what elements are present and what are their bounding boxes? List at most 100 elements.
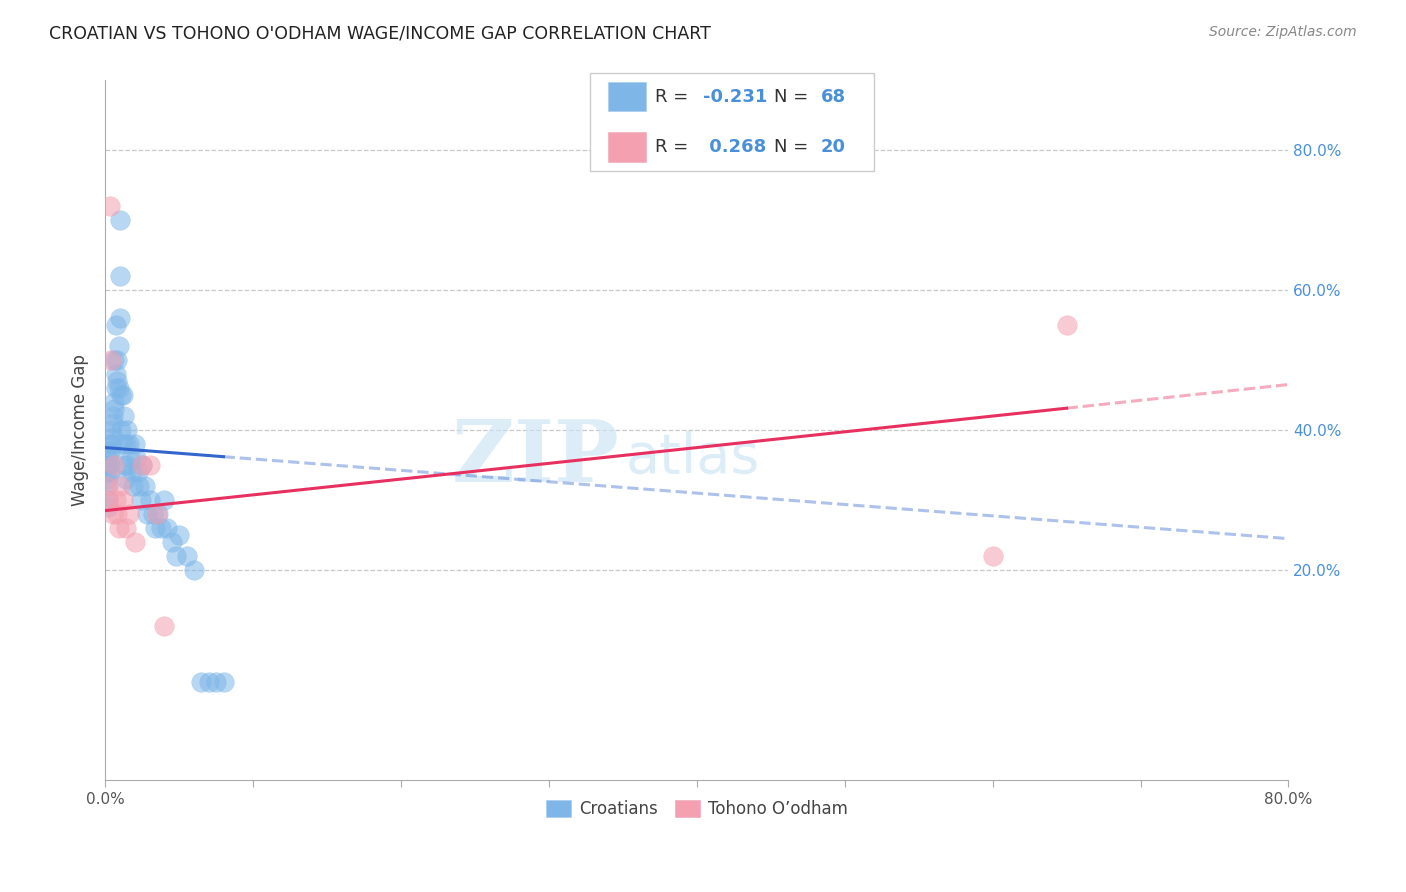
Point [111,493,134,508]
Text: -0.231: -0.231 [703,87,768,105]
Point [110,388,132,402]
Point [120,451,142,466]
Point [111,437,134,451]
Point [101,507,124,521]
Point [197,675,219,690]
Point [98,444,121,458]
Point [129,493,152,508]
FancyBboxPatch shape [607,82,645,112]
Point [100,444,122,458]
Point [98,437,121,451]
Point [114,409,136,423]
Point [104,493,127,508]
Text: R =: R = [655,138,695,156]
Point [121,465,143,479]
Point [103,402,125,417]
Point [100,353,122,368]
Point [107,339,129,353]
Point [97,493,120,508]
Point [97,493,120,508]
Point [101,416,124,430]
Point [98,458,121,472]
Point [117,423,139,437]
Point [153,619,176,633]
Point [167,528,190,542]
Point [131,458,153,472]
Point [103,458,125,472]
Point [105,353,128,368]
Point [118,437,141,451]
Point [153,493,176,508]
Point [124,535,146,549]
Point [98,465,121,479]
Point [108,479,131,493]
Point [97,500,120,515]
Point [205,675,228,690]
Point [122,479,145,493]
Point [97,451,120,466]
Point [108,213,131,227]
Point [104,318,127,332]
Text: N =: N = [773,138,814,156]
Point [165,549,187,563]
Point [145,521,167,535]
FancyBboxPatch shape [607,132,645,161]
FancyBboxPatch shape [591,73,875,171]
Point [148,507,170,521]
Point [108,268,131,283]
Point [96,472,118,486]
Point [125,451,148,466]
Point [103,353,125,368]
Point [107,381,129,395]
Point [138,493,160,508]
Y-axis label: Wage/Income Gap: Wage/Income Gap [72,354,89,506]
Point [127,465,149,479]
Point [138,458,160,472]
Point [131,458,153,472]
Point [101,430,124,444]
Point [97,479,120,493]
Point [124,437,146,451]
Point [128,479,150,493]
Point [134,479,156,493]
Text: Source: ZipAtlas.com: Source: ZipAtlas.com [1209,25,1357,39]
Text: R =: R = [655,87,695,105]
Point [150,521,173,535]
Point [105,507,128,521]
Text: atlas: atlas [626,431,761,485]
Point [96,458,118,472]
Point [212,675,235,690]
Point [110,423,132,437]
Point [104,367,127,381]
Point [104,381,127,395]
Point [117,458,139,472]
Point [107,521,129,535]
Point [1056,318,1078,332]
Point [108,311,131,326]
Point [111,388,134,402]
Point [103,395,125,409]
Text: 20: 20 [821,138,846,156]
Point [141,507,163,521]
Point [118,507,141,521]
Point [115,472,138,486]
Point [115,437,138,451]
Point [101,409,124,423]
Point [96,479,118,493]
Text: 68: 68 [821,87,846,105]
Point [176,549,198,563]
Text: N =: N = [773,87,814,105]
Point [160,535,183,549]
Point [183,563,205,577]
Point [100,423,122,437]
Legend: Croatians, Tohono O’odham: Croatians, Tohono O’odham [538,793,855,824]
Point [156,521,179,535]
Text: ZIP: ZIP [453,416,620,500]
Point [146,507,169,521]
Point [96,465,118,479]
Point [115,521,138,535]
Point [114,458,136,472]
Point [190,675,212,690]
Text: CROATIAN VS TOHONO O'ODHAM WAGE/INCOME GAP CORRELATION CHART: CROATIAN VS TOHONO O'ODHAM WAGE/INCOME G… [49,25,711,43]
Point [98,199,121,213]
